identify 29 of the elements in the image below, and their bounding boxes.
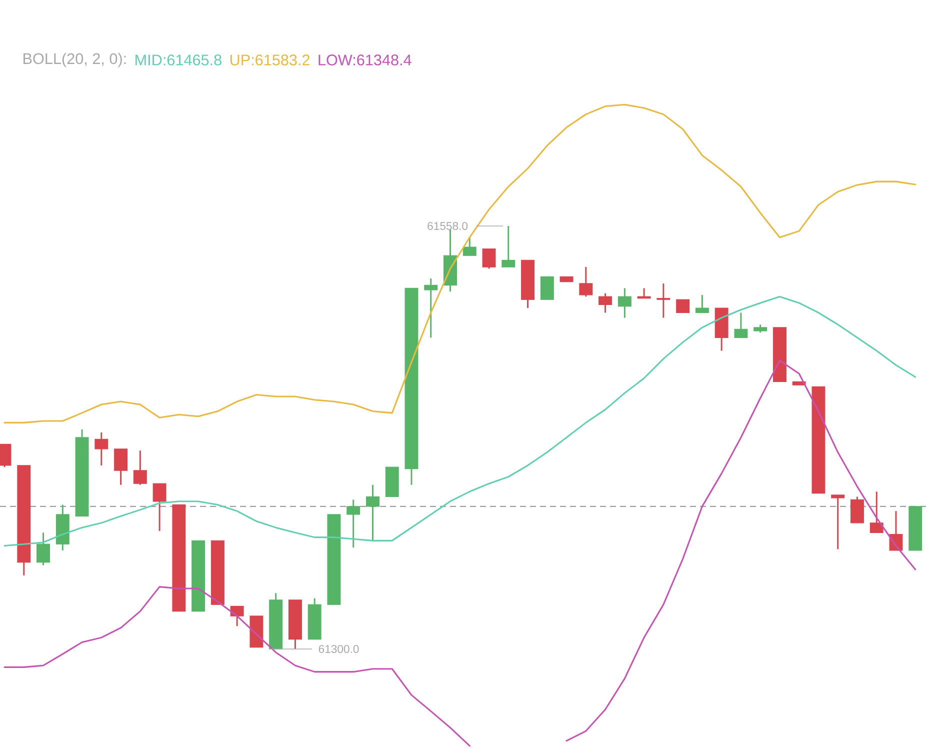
candlestick [366,484,380,542]
candlestick [133,450,147,486]
text: BOLL(20, 2, 0): [24,52,126,68]
candlestick [734,312,748,338]
candlestick [870,490,884,534]
candlestick [346,498,360,548]
candlestick [230,606,244,627]
candlestick [36,532,50,566]
candlestick [152,482,166,532]
text: UP:61583.2 [230,54,310,66]
candlestick [695,294,709,314]
text: MID:61465.8 [136,54,222,66]
candlestick [424,278,438,338]
candlestick [656,282,670,319]
candlestick [540,276,554,300]
annotation: 61558.0 [428,222,468,230]
candlestick [831,494,845,550]
candlestick [114,448,128,486]
annotation: 61300.0 [318,644,359,653]
candlestick [502,225,516,268]
text: LOW:61348.4 [318,54,412,66]
candlestick [618,287,632,319]
candlestick [94,432,108,466]
candlestick [579,266,593,298]
candlestick [850,496,864,524]
candlestick [598,292,612,314]
candlestick [462,236,476,256]
candlestick [676,298,690,314]
candlestick [482,248,496,270]
